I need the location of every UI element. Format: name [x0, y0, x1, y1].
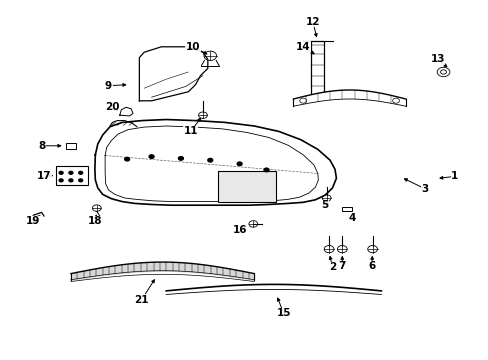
Circle shape — [69, 171, 73, 174]
Text: 9: 9 — [105, 81, 112, 91]
Text: 17: 17 — [37, 171, 51, 181]
Bar — [56, 166, 88, 185]
Text: 6: 6 — [367, 261, 374, 271]
Bar — [310, 41, 324, 97]
Polygon shape — [95, 120, 336, 205]
Bar — [217, 171, 276, 202]
Circle shape — [79, 179, 82, 182]
Text: 16: 16 — [232, 225, 246, 235]
Text: 21: 21 — [134, 294, 149, 305]
Text: 19: 19 — [26, 216, 41, 226]
Circle shape — [237, 162, 242, 166]
Circle shape — [124, 157, 129, 161]
Text: 13: 13 — [429, 54, 444, 64]
Circle shape — [149, 155, 154, 158]
Bar — [342, 207, 351, 211]
Text: 8: 8 — [38, 141, 45, 151]
Text: 14: 14 — [295, 42, 310, 52]
Text: 2: 2 — [328, 262, 335, 272]
Text: 15: 15 — [276, 308, 290, 318]
Bar — [65, 143, 76, 149]
Polygon shape — [120, 107, 133, 116]
Circle shape — [79, 171, 82, 174]
Text: 10: 10 — [185, 42, 200, 52]
Text: 12: 12 — [305, 17, 320, 27]
Circle shape — [69, 179, 73, 182]
Polygon shape — [139, 47, 207, 101]
Circle shape — [264, 168, 268, 172]
Text: 18: 18 — [88, 216, 102, 226]
Circle shape — [59, 179, 63, 182]
Text: 20: 20 — [105, 102, 120, 112]
Text: 5: 5 — [321, 200, 328, 210]
Circle shape — [59, 171, 63, 174]
Text: 4: 4 — [347, 213, 355, 223]
Text: 1: 1 — [450, 171, 457, 181]
Circle shape — [178, 157, 183, 160]
Text: 3: 3 — [421, 184, 428, 194]
Circle shape — [207, 158, 212, 162]
Text: 7: 7 — [338, 261, 346, 271]
Text: 11: 11 — [183, 126, 198, 136]
